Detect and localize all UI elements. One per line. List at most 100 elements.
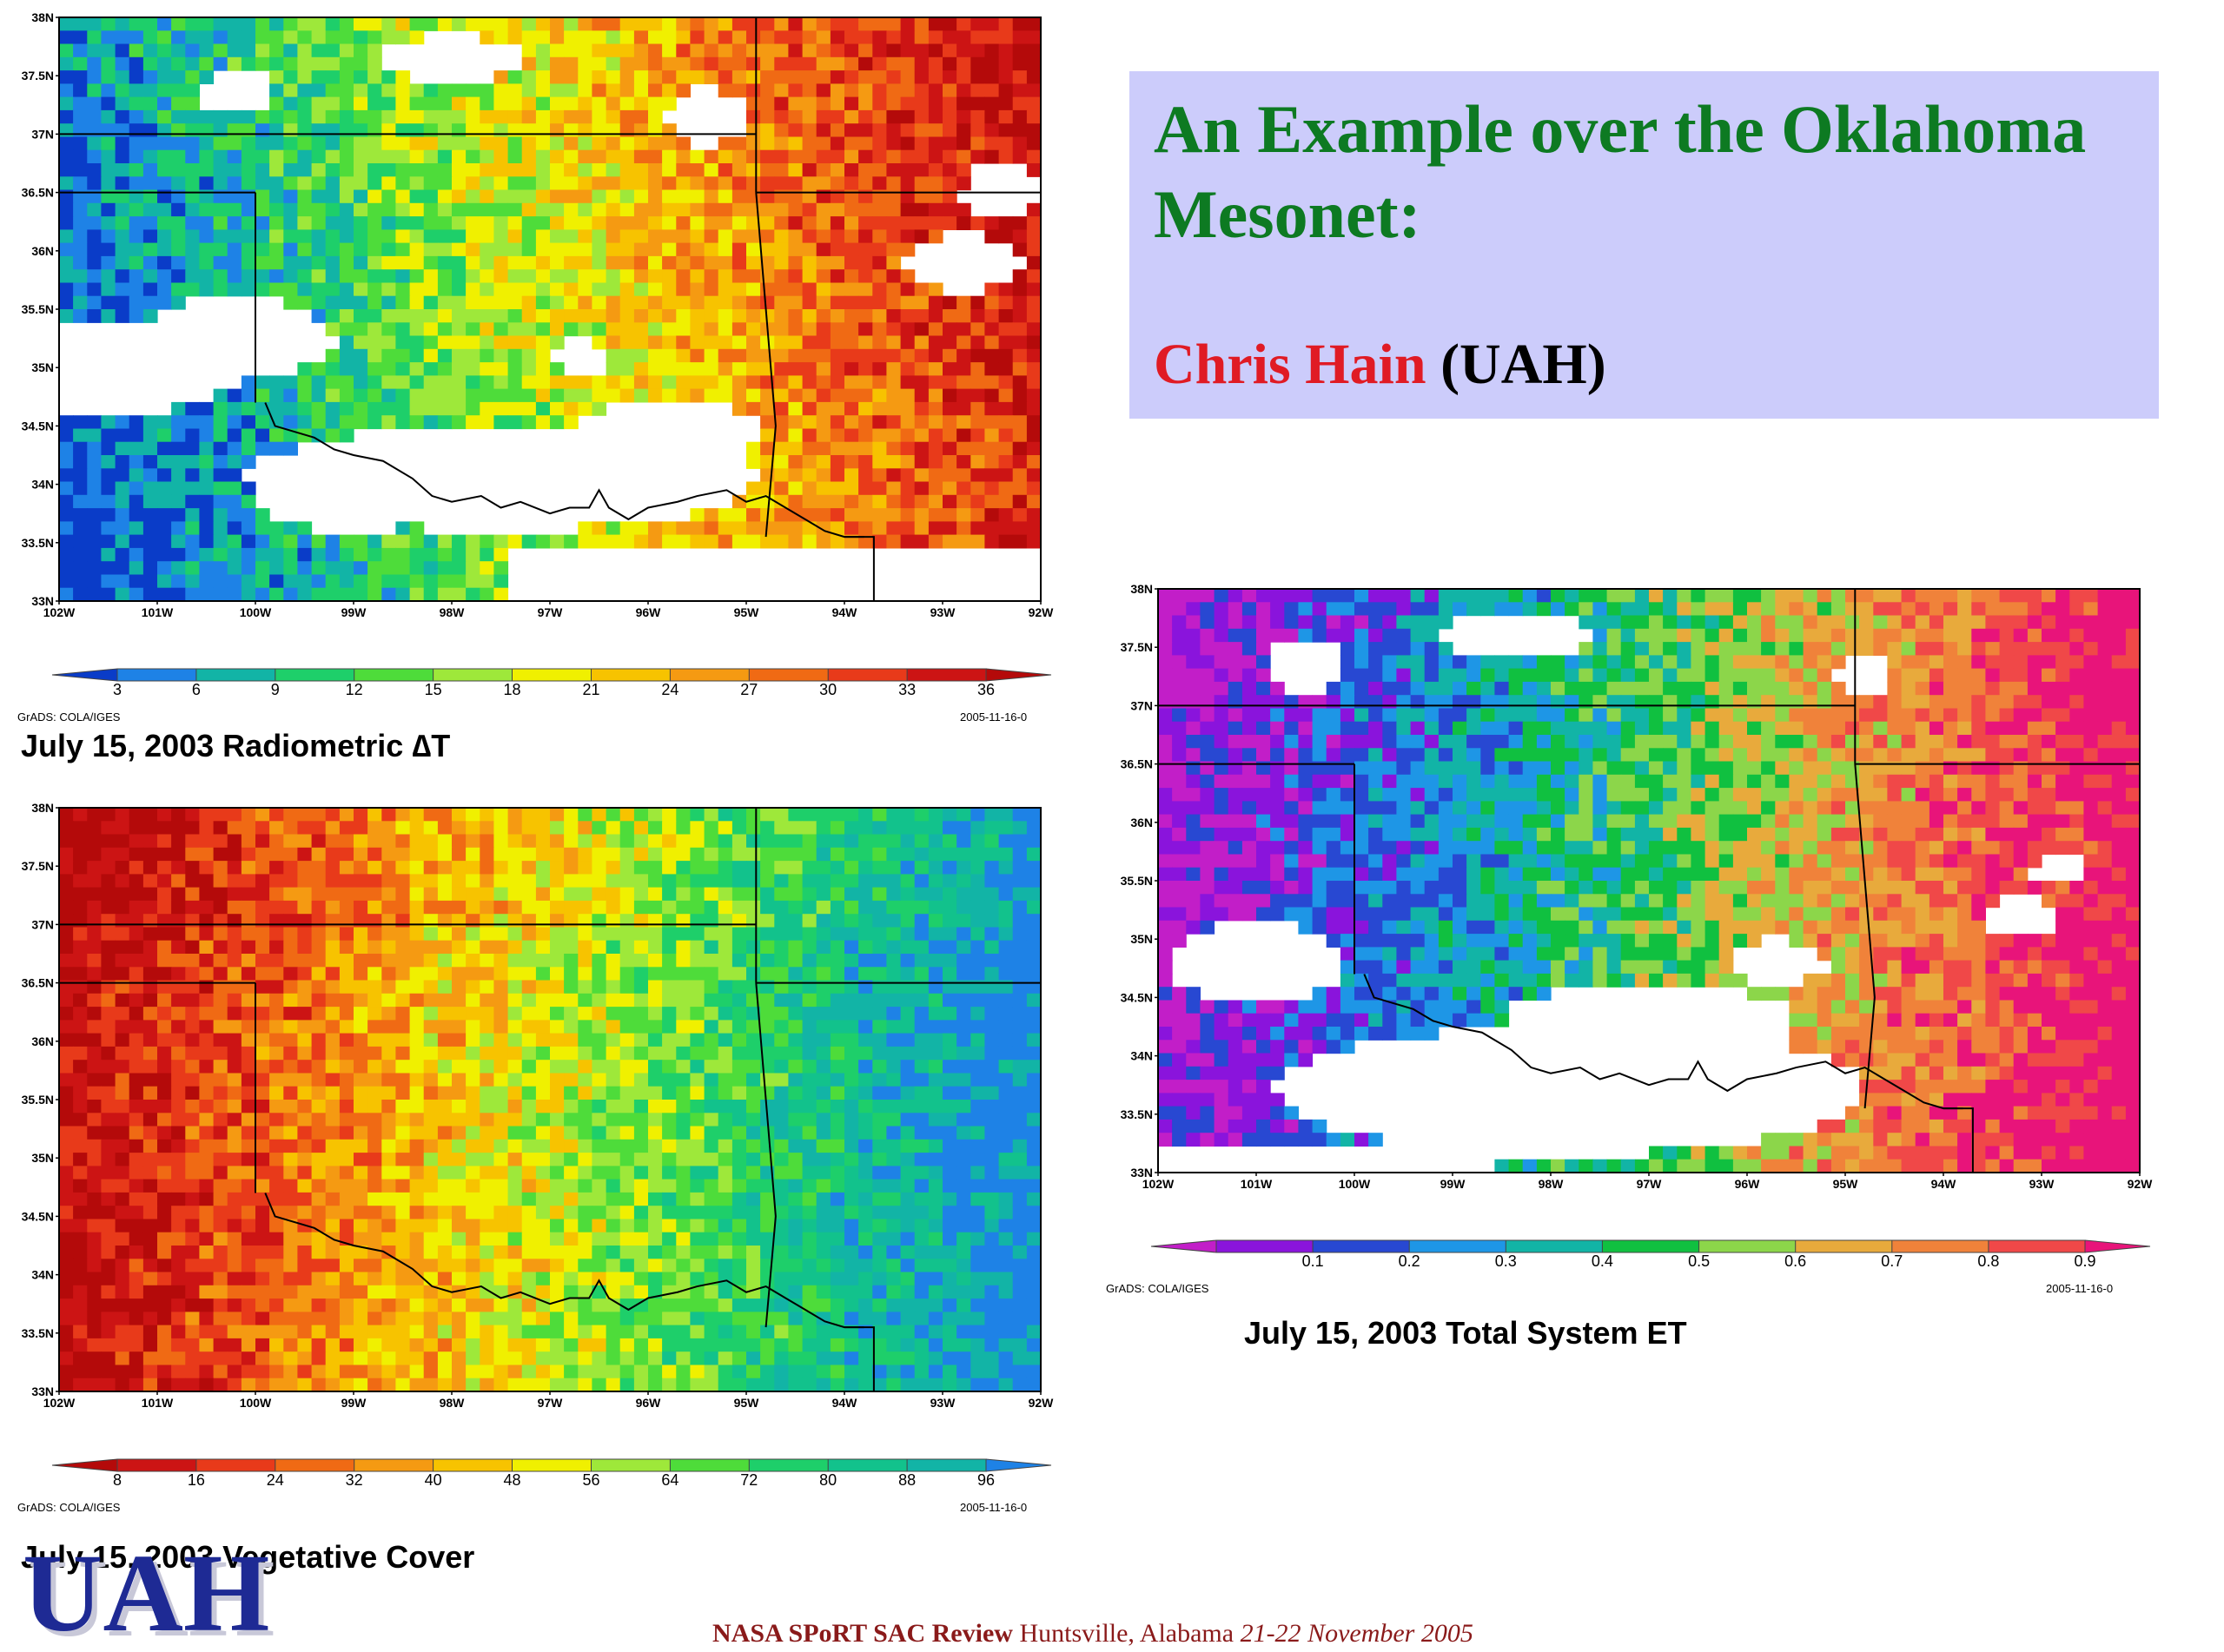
colorbar-label: 24 <box>661 681 678 698</box>
lat-label: 33N <box>31 1384 54 1398</box>
lon-label: 99W <box>1440 1177 1466 1191</box>
lon-label: 92W <box>1029 1396 1055 1410</box>
state-borders <box>59 808 1041 1391</box>
author-name: Chris Hain <box>1154 333 1426 396</box>
lat-label: 36.5N <box>1121 757 1153 771</box>
lon-label: 98W <box>440 605 466 619</box>
vegcover-colorbar: 8 16 24 32 40 48 56 64 72 80 88 96 <box>51 1458 1052 1489</box>
lat-label: 36N <box>31 1034 54 1048</box>
lat-label: 34N <box>31 1268 54 1282</box>
colorbar-label: 32 <box>346 1471 363 1489</box>
state-borders <box>1158 589 2140 1173</box>
colorbar-label: 40 <box>425 1471 442 1489</box>
lat-label: 34.5N <box>22 419 54 433</box>
logo-text: UAH <box>23 1542 269 1646</box>
lon-label: 93W <box>2029 1177 2055 1191</box>
map-panel-radiometric: 38N 37.5N 37N 36.5N 36N 35.5N 35N 34.5N 34N 33.5N… <box>0 0 1077 782</box>
lat-label: 37N <box>1130 698 1153 712</box>
colorbar-label: 0.2 <box>1399 1252 1420 1270</box>
lat-label: 37N <box>31 127 54 141</box>
colorbar-label: 15 <box>425 681 442 698</box>
lat-label: 36N <box>31 244 54 258</box>
lon-label: 96W <box>1735 1177 1761 1191</box>
colorbar-label: 64 <box>661 1471 678 1489</box>
map-panel-vegcover: 38N 37.5N 37N 36.5N 36N 35.5N 35N 34.5N 34N 33.5N… <box>0 790 1077 1575</box>
lat-label: 33N <box>1130 1166 1153 1180</box>
footer: NASA SPoRT SAC Review Huntsville, Alabam… <box>712 1619 1473 1649</box>
lon-label: 92W <box>2128 1177 2154 1191</box>
colorbar-label: 80 <box>819 1471 837 1489</box>
lon-label: 99W <box>341 1396 367 1410</box>
colorbar-label: 30 <box>819 681 837 698</box>
author-line: Chris Hain (UAH) <box>1154 332 1606 398</box>
lat-label: 37.5N <box>22 859 54 873</box>
lon-label: 95W <box>734 1396 760 1410</box>
lat-label: 33N <box>31 594 54 608</box>
lon-label: 95W <box>734 605 760 619</box>
grads-timestamp: 2005-11-16-0 <box>2046 1282 2114 1295</box>
lon-label: 100W <box>240 1396 272 1410</box>
lon-label: 94W <box>1931 1177 1957 1191</box>
colorbar-label: 0.6 <box>1784 1252 1806 1270</box>
lat-label: 36N <box>1130 816 1153 829</box>
footer-dates: 21-22 November 2005 <box>1240 1619 1473 1648</box>
lat-label: 35N <box>31 360 54 374</box>
lat-label: 35.5N <box>22 302 54 316</box>
lat-label: 33.5N <box>22 536 54 550</box>
state-borders <box>59 17 1041 601</box>
lon-label: 100W <box>1339 1177 1371 1191</box>
grads-timestamp: 2005-11-16-0 <box>960 710 1028 724</box>
author-affiliation: (UAH) <box>1440 333 1606 396</box>
colorbar-label: 8 <box>113 1471 122 1489</box>
colorbar-label: 12 <box>346 681 363 698</box>
map-caption: July 15, 2003 Vegetative Cover <box>21 1539 475 1575</box>
vegcover-map: 38N 37.5N 37N 36.5N 36N 35.5N 35N 34.5N 34N 33.5N… <box>22 801 1055 1410</box>
lat-label: 38N <box>31 10 54 24</box>
colorbar-label: 88 <box>898 1471 916 1489</box>
totalet-colorbar: 0.10.20.30.40.50.60.70.80.91 <box>1150 1239 2151 1270</box>
lon-label: 94W <box>832 605 858 619</box>
lat-label: 37.5N <box>1121 640 1153 654</box>
uah-logo: UAH UAH <box>23 1542 275 1646</box>
lat-label: 38N <box>1130 582 1153 596</box>
lon-label: 97W <box>538 1396 564 1410</box>
colorbar-label: 0.1 <box>1302 1252 1324 1270</box>
lat-label: 36.5N <box>22 186 54 200</box>
lon-label: 98W <box>1539 1177 1565 1191</box>
lon-label: 98W <box>440 1396 466 1410</box>
field-cells <box>1158 589 2141 1173</box>
colorbar-label: 21 <box>582 681 599 698</box>
lon-label: 93W <box>930 605 956 619</box>
grads-timestamp: 2005-11-16-0 <box>960 1501 1028 1514</box>
lat-label: 34.5N <box>22 1209 54 1223</box>
lon-label: 102W <box>1142 1177 1175 1191</box>
colorbar-label: 16 <box>188 1471 205 1489</box>
colorbar-label: 33 <box>898 681 916 698</box>
colorbar-label: 0.4 <box>1592 1252 1613 1270</box>
lon-label: 95W <box>1833 1177 1859 1191</box>
colorbar-label: 18 <box>503 681 520 698</box>
lat-label: 33.5N <box>22 1326 54 1340</box>
lon-label: 99W <box>341 605 367 619</box>
lat-label: 34N <box>1130 1049 1153 1063</box>
grads-credit: GrADS: COLA/IGES <box>17 1501 121 1514</box>
radiometric-map: 38N 37.5N 37N 36.5N 36N 35.5N 35N 34.5N 34N 33.5N… <box>22 10 1055 619</box>
lat-label: 35N <box>31 1151 54 1165</box>
lat-label: 33.5N <box>1121 1107 1153 1121</box>
colorbar-label: 6 <box>192 681 201 698</box>
lon-label: 92W <box>1029 605 1055 619</box>
lon-label: 97W <box>1637 1177 1663 1191</box>
lat-label: 34.5N <box>1121 990 1153 1004</box>
lon-label: 102W <box>43 1396 76 1410</box>
map-panel-totalet: 38N 37.5N 37N 36.5N 36N 35.5N 35N 34.5N 34N 33.5N… <box>1099 572 2176 1371</box>
footer-place: Huntsville, Alabama <box>1019 1619 1234 1648</box>
colorbar-label: 27 <box>740 681 758 698</box>
map-caption: July 15, 2003 Radiometric ∆T <box>21 728 451 763</box>
map-caption: July 15, 2003 Total System ET <box>1244 1315 1687 1351</box>
lat-label: 35N <box>1130 932 1153 946</box>
colorbar-label: 96 <box>977 1471 995 1489</box>
lon-label: 101W <box>1241 1177 1273 1191</box>
colorbar-label: 56 <box>582 1471 599 1489</box>
logo-shadow: UAH <box>28 1542 275 1646</box>
lat-label: 35.5N <box>1121 874 1153 888</box>
